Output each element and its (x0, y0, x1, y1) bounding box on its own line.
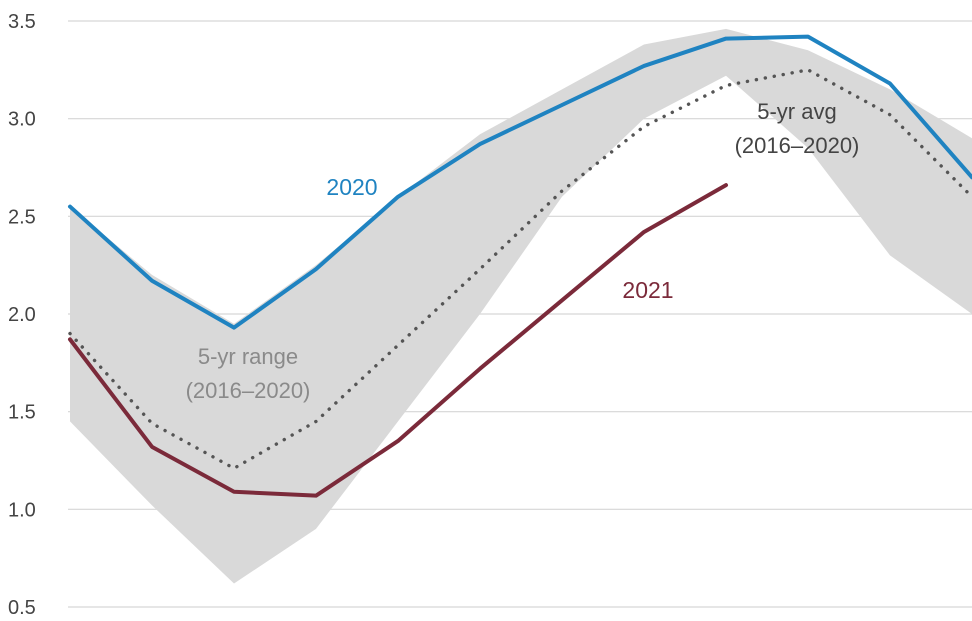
series-line-2021 (68, 183, 728, 498)
series-line-2020 (68, 34, 972, 330)
y-tick-label: 2.5 (8, 206, 36, 228)
avg-label-line1: 5-yr avg (757, 99, 836, 124)
label-layer: 2020 2021 5-yr avg (2016–2020) 5-yr rang… (186, 99, 860, 403)
y-tick-label: 3.5 (8, 11, 36, 33)
y-tick-label: 1.5 (8, 402, 36, 424)
series-label-2020: 2020 (326, 174, 377, 200)
series-label-2021: 2021 (622, 277, 673, 303)
range-label-line2: (2016–2020) (186, 378, 311, 403)
band-layer (70, 28, 972, 584)
series-layer (68, 34, 972, 498)
series-line-five-year-avg (68, 68, 972, 471)
five-year-range-band (70, 28, 972, 584)
y-tick-label: 1.0 (8, 499, 36, 521)
y-tick-label: 3.0 (8, 109, 36, 131)
range-label-line1: 5-yr range (198, 344, 298, 369)
y-tick-label: 2.0 (8, 304, 36, 326)
avg-label-line2: (2016–2020) (735, 133, 860, 158)
y-tick-label: 0.5 (8, 597, 36, 619)
